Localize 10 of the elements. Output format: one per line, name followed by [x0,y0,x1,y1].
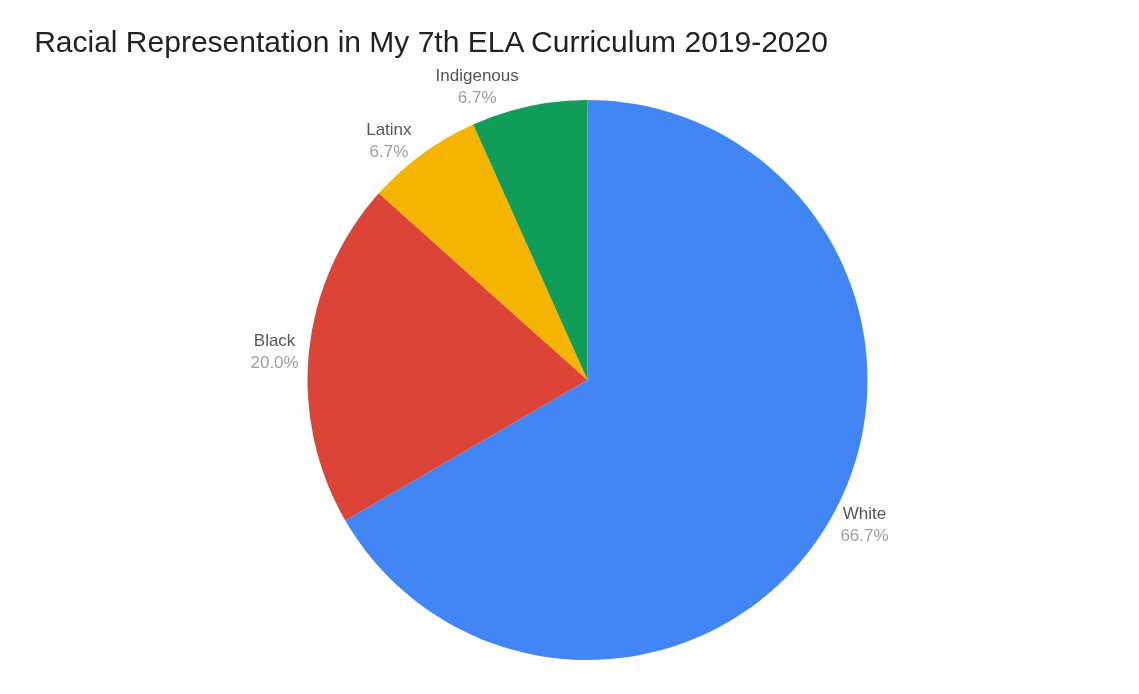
data-label: 66.7% [840,526,889,546]
slice-label: Black [253,330,296,350]
chart-title: Racial Representation in My 7th ELA Curriculum 2019-2020 [34,25,828,59]
pie-slice [307,193,588,521]
data-label: 6.7% [457,88,497,108]
data-label: 20.0% [250,352,299,372]
slice-label: Indigenous [435,65,519,85]
slice-label: White [842,504,887,524]
data-label: 6.7% [369,142,409,162]
slice-label: Latinx [366,119,413,139]
